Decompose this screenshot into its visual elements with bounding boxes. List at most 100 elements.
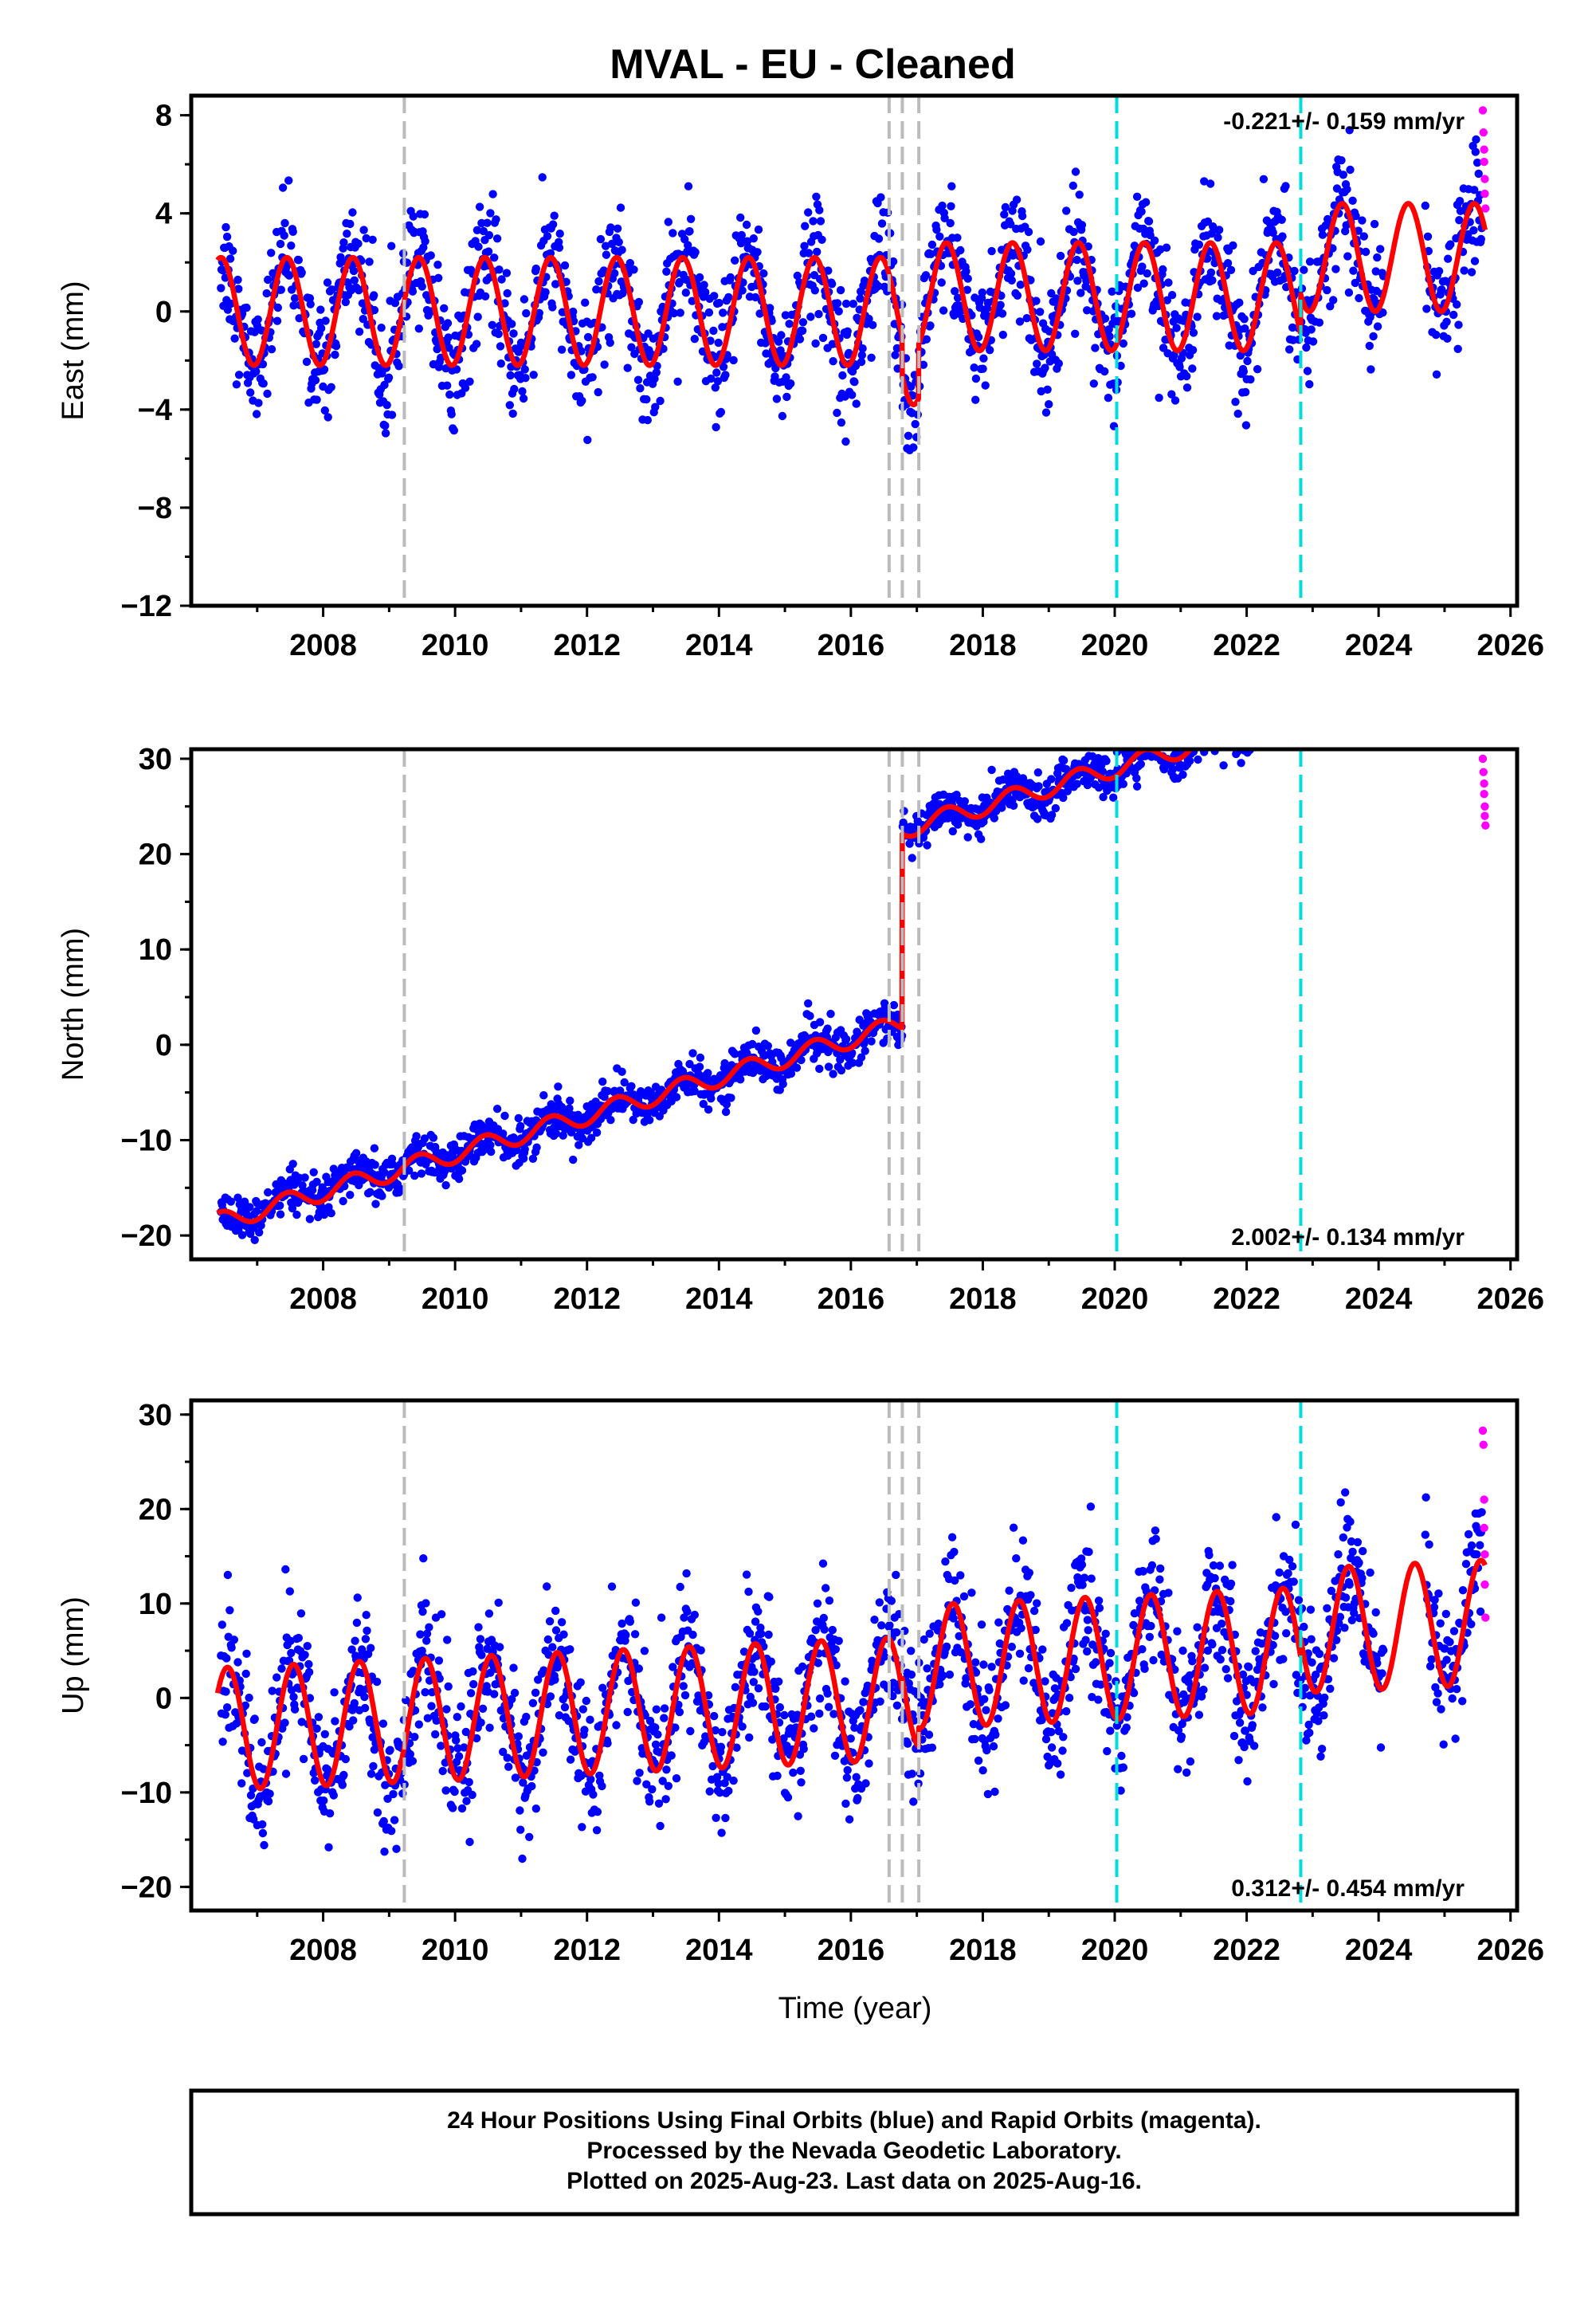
east-point xyxy=(465,377,474,386)
east-point xyxy=(606,223,615,232)
east-point xyxy=(806,312,815,321)
east-point xyxy=(715,298,723,308)
up-point xyxy=(311,1776,320,1785)
east-point xyxy=(1323,285,1331,295)
east-point xyxy=(541,288,550,296)
east-point xyxy=(1290,266,1299,276)
up-point xyxy=(237,1779,246,1788)
north-point xyxy=(457,1166,467,1175)
up-point xyxy=(304,1667,314,1677)
east-point xyxy=(1446,240,1455,249)
east-point xyxy=(348,208,357,217)
up-point xyxy=(672,1774,681,1783)
up-point xyxy=(1199,1685,1208,1694)
east-point xyxy=(288,227,297,236)
east-point xyxy=(321,316,330,325)
east-point xyxy=(1444,254,1453,263)
up-point xyxy=(1188,1657,1197,1666)
east-point xyxy=(596,234,606,244)
east-point xyxy=(809,217,818,226)
up-point xyxy=(690,1610,699,1620)
east-point xyxy=(278,183,288,192)
up-point xyxy=(362,1611,371,1620)
up-point xyxy=(1282,1629,1291,1638)
north-point xyxy=(346,1191,355,1200)
east-point xyxy=(229,246,237,255)
up-point xyxy=(634,1664,643,1673)
east-point xyxy=(1233,409,1242,418)
east-point xyxy=(946,218,955,228)
east-point xyxy=(656,396,665,406)
east-point xyxy=(1208,276,1217,285)
east-point xyxy=(625,258,634,268)
up-point xyxy=(828,1625,837,1635)
north-rapid-point xyxy=(1480,802,1489,811)
up-point xyxy=(1058,1746,1067,1755)
east-point xyxy=(850,378,859,387)
east-y-tick-label: 8 xyxy=(155,100,172,133)
up-point xyxy=(289,1692,298,1702)
up-point xyxy=(607,1582,617,1591)
up-point xyxy=(1193,1623,1202,1632)
north-point xyxy=(1136,760,1146,768)
up-point xyxy=(815,1694,825,1703)
up-point xyxy=(504,1762,513,1771)
up-point xyxy=(877,1621,886,1630)
up-point xyxy=(1087,1574,1096,1583)
east-point xyxy=(1167,390,1176,399)
north-point xyxy=(1219,761,1228,770)
east-point xyxy=(978,364,987,373)
east-point xyxy=(616,203,625,212)
up-point xyxy=(518,1854,527,1863)
up-point xyxy=(280,1718,289,1727)
up-point xyxy=(947,1533,957,1541)
up-point xyxy=(1210,1573,1219,1583)
up-point xyxy=(661,1795,670,1804)
up-point xyxy=(241,1669,250,1679)
east-y-axis-label: East (mm) xyxy=(57,281,90,420)
east-point xyxy=(987,246,996,256)
east-point xyxy=(354,239,363,248)
up-point xyxy=(971,1658,980,1667)
up-point xyxy=(386,1746,394,1754)
east-point xyxy=(751,293,760,302)
up-point xyxy=(351,1636,359,1645)
up-point xyxy=(1229,1731,1239,1741)
east-point xyxy=(1193,312,1202,321)
up-point xyxy=(927,1743,937,1752)
up-point xyxy=(989,1742,998,1751)
east-point xyxy=(1442,317,1451,326)
up-point xyxy=(510,1688,520,1698)
up-point xyxy=(551,1675,559,1684)
up-point xyxy=(1081,1636,1090,1644)
east-point xyxy=(560,261,570,270)
north-point xyxy=(792,1063,802,1072)
east-point xyxy=(1246,375,1255,384)
up-point xyxy=(300,1651,309,1659)
up-point xyxy=(1059,1733,1068,1742)
up-point xyxy=(648,1785,657,1794)
up-point xyxy=(1244,1663,1253,1671)
up-point xyxy=(842,1773,852,1782)
east-point xyxy=(1172,324,1181,332)
east-point xyxy=(1036,237,1045,246)
east-point xyxy=(263,389,272,399)
up-point xyxy=(1147,1561,1157,1570)
north-point xyxy=(824,1062,833,1071)
up-point xyxy=(1222,1665,1230,1674)
east-point xyxy=(1033,359,1041,368)
east-point xyxy=(234,371,244,379)
up-point xyxy=(514,1732,523,1741)
east-point xyxy=(327,285,336,294)
east-point xyxy=(1370,219,1379,229)
up-point xyxy=(935,1680,944,1689)
east-point xyxy=(754,225,763,234)
north-point xyxy=(371,1200,380,1208)
up-point xyxy=(1234,1756,1243,1765)
north-point xyxy=(395,1184,404,1193)
east-point xyxy=(443,319,453,328)
up-point xyxy=(387,1827,396,1836)
up-point xyxy=(1275,1568,1284,1577)
north-point xyxy=(454,1174,464,1184)
up-point xyxy=(1248,1721,1257,1730)
